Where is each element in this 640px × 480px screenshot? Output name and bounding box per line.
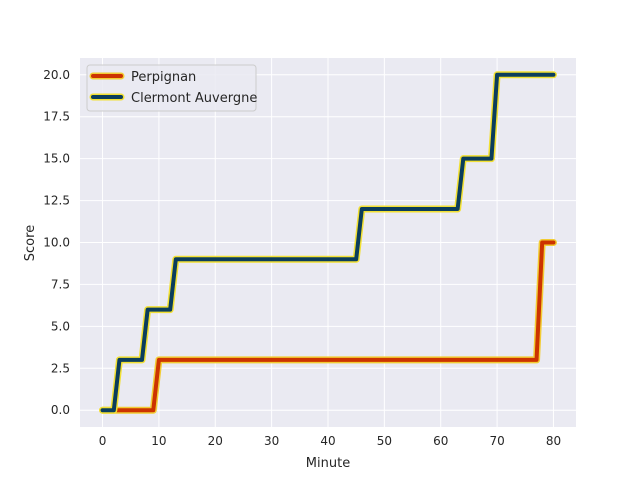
y-tick-label: 5.0 bbox=[51, 319, 70, 333]
x-tick-label: 10 bbox=[151, 434, 166, 448]
x-tick-label: 30 bbox=[264, 434, 279, 448]
y-tick-label: 2.5 bbox=[51, 361, 70, 375]
y-tick-label: 20.0 bbox=[43, 68, 70, 82]
y-tick-label: 12.5 bbox=[43, 194, 70, 208]
legend: Perpignan Clermont Auvergne bbox=[86, 64, 257, 112]
x-tick-label: 0 bbox=[99, 434, 107, 448]
x-axis-ticks: 0 10 20 30 40 50 60 70 80 bbox=[99, 434, 561, 448]
x-tick-label: 60 bbox=[433, 434, 448, 448]
legend-box bbox=[86, 64, 257, 112]
y-tick-label: 15.0 bbox=[43, 152, 70, 166]
y-tick-label: 0.0 bbox=[51, 403, 70, 417]
series-line-clermont-auvergne bbox=[100, 72, 556, 413]
x-tick-label: 70 bbox=[489, 434, 504, 448]
y-tick-label: 10.0 bbox=[43, 236, 70, 250]
x-tick-label: 80 bbox=[546, 434, 561, 448]
x-axis-label: Minute bbox=[306, 456, 350, 471]
y-tick-label: 7.5 bbox=[51, 277, 70, 291]
y-axis-ticks: 0.0 2.5 5.0 7.5 10.0 12.5 15.0 17.5 20.0 bbox=[43, 68, 70, 417]
series-group bbox=[99, 71, 557, 414]
y-tick-label: 17.5 bbox=[43, 110, 70, 124]
series-line-perpignan bbox=[100, 240, 556, 413]
legend-label-clermont-auvergne: Clermont Auvergne bbox=[131, 91, 257, 106]
y-axis-label: Score bbox=[23, 225, 38, 261]
legend-label-perpignan: Perpignan bbox=[131, 70, 196, 85]
x-tick-label: 50 bbox=[377, 434, 392, 448]
x-tick-label: 40 bbox=[320, 434, 335, 448]
x-tick-label: 20 bbox=[208, 434, 223, 448]
